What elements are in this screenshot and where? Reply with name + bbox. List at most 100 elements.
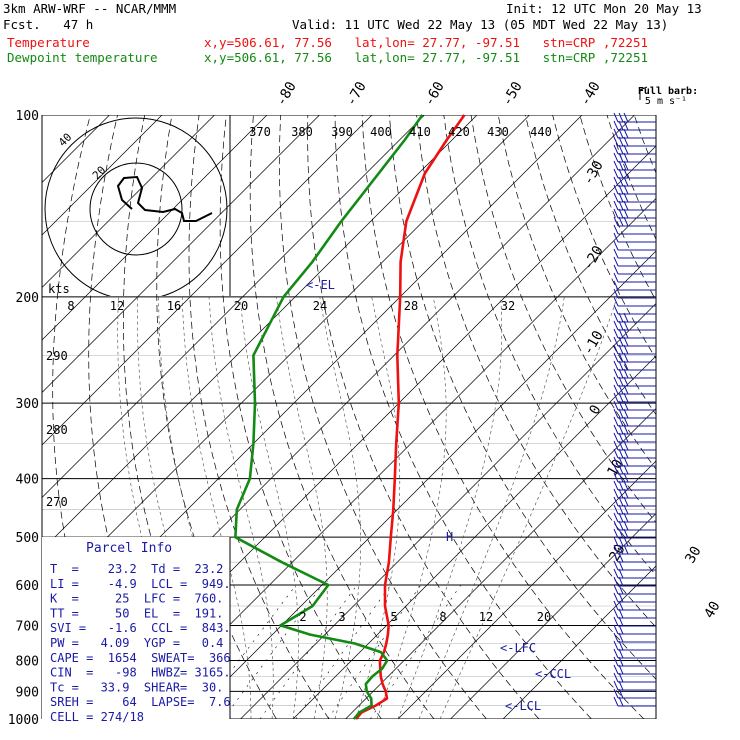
theta-label: 410 bbox=[409, 125, 431, 139]
parcel-info-row: PW = 4.09 YGP = 0.4 bbox=[50, 636, 223, 650]
wind-barb-flag bbox=[613, 160, 619, 171]
isotherm-line bbox=[42, 115, 268, 341]
wind-barb-flag bbox=[613, 592, 619, 603]
wind-barb-flag bbox=[613, 128, 619, 139]
wind-barb-flag bbox=[623, 424, 629, 435]
wind-barb-flag bbox=[613, 536, 619, 547]
moist-adiabat-line bbox=[319, 296, 361, 719]
hodograph-trace bbox=[116, 175, 213, 222]
isotherm-line bbox=[42, 115, 478, 551]
wind-barbs: Full barb:5 m s⁻¹ bbox=[613, 86, 698, 707]
parcel-info-row: CAPE = 1654 SWEAT= 366 bbox=[50, 651, 231, 665]
isotherm-label: -20 bbox=[580, 243, 607, 273]
wind-barb-flag bbox=[618, 208, 624, 219]
parcel-info-row: CIN = -98 HWBZ= 3165. bbox=[50, 666, 231, 680]
temperature-profile-line bbox=[355, 114, 466, 720]
isotherm-label: -10 bbox=[580, 328, 607, 358]
parcel-info-row: Tc = 33.9 SHEAR= 30. bbox=[50, 680, 223, 694]
wind-barb-flag bbox=[613, 464, 619, 475]
wind-barb-flag bbox=[618, 328, 624, 339]
isotherm-line bbox=[135, 198, 656, 719]
dry-adiabat-line bbox=[525, 115, 656, 416]
wind-barb-flag bbox=[613, 688, 619, 699]
parcel-info-row: TT = 50 EL = 191. bbox=[50, 606, 223, 620]
isotherm-line bbox=[397, 460, 656, 719]
isotherm-label: -70 bbox=[343, 79, 370, 109]
wind-barb-flag bbox=[613, 312, 619, 323]
wind-barb-flag bbox=[623, 320, 629, 331]
wind-barb-flag bbox=[623, 504, 629, 515]
isotherm-label: -30 bbox=[580, 158, 607, 188]
wind-barb-flag bbox=[623, 160, 629, 171]
wind-barb-flag bbox=[613, 432, 619, 443]
wind-barb-flag bbox=[623, 216, 629, 227]
wind-barb-flag bbox=[623, 488, 629, 499]
wind-barb-flag bbox=[613, 392, 619, 403]
wind-barb-flag bbox=[613, 400, 619, 411]
parcel-info-row: SVI = -1.6 CCL = 843. bbox=[50, 621, 231, 635]
wind-barb-flag bbox=[613, 672, 619, 683]
isotherm-line bbox=[42, 115, 215, 288]
wind-barb-flag bbox=[623, 128, 629, 139]
pressure-tick-label: 200 bbox=[16, 291, 39, 306]
wind-barb-flag bbox=[613, 344, 619, 355]
wind-barb-flag bbox=[613, 520, 619, 531]
moist-adiabat-line bbox=[355, 296, 401, 719]
dry-adiabat-line bbox=[497, 115, 656, 470]
wind-barb-flag bbox=[613, 472, 619, 483]
wind-barb-flag bbox=[613, 352, 619, 363]
wind-barb-flag bbox=[613, 216, 619, 227]
h-marker: H bbox=[446, 530, 453, 544]
wind-barb-flag bbox=[618, 376, 624, 387]
isotherm-line bbox=[502, 565, 656, 719]
wind-barb-flag bbox=[623, 432, 629, 443]
wind-barb-flag bbox=[618, 360, 624, 371]
dry-adiabat-line bbox=[633, 115, 656, 174]
wind-barb-flag bbox=[613, 616, 619, 627]
temperature-legend-info: x,y=506.61, 77.56 lat,lon= 27.77, -97.51… bbox=[204, 35, 649, 50]
isotherm-line bbox=[42, 115, 530, 603]
wind-barb-flag bbox=[623, 512, 629, 523]
hodograph-units: kts bbox=[48, 282, 70, 296]
init-time: Init: 12 UTC Mon 20 May 13 bbox=[506, 1, 702, 16]
header: 3km ARW-WRF -- NCAR/MMM Init: 12 UTC Mon… bbox=[0, 0, 740, 110]
wind-barb-flag bbox=[618, 136, 624, 147]
lcl-marker: <-LCL bbox=[505, 699, 541, 713]
wind-barb-flag bbox=[623, 440, 629, 451]
wind-barb-flag bbox=[613, 512, 619, 523]
wind-barb-flag bbox=[613, 632, 619, 643]
isotherm-line bbox=[42, 115, 320, 393]
wind-barb-flag bbox=[613, 280, 619, 291]
wind-barb-flag bbox=[613, 544, 619, 555]
wind-barb-flag bbox=[623, 360, 629, 371]
theta-label: 370 bbox=[249, 125, 271, 139]
dry-adiabat-line bbox=[249, 115, 435, 719]
wind-barb-flag bbox=[618, 600, 624, 611]
dewpoint-legend-label: Dewpoint temperature bbox=[7, 50, 158, 65]
dry-adiabat-line bbox=[389, 115, 656, 680]
hodograph-clip bbox=[44, 117, 228, 296]
temperature-legend-label: Temperature bbox=[7, 35, 90, 50]
dry-adiabat-line bbox=[606, 115, 656, 240]
wind-legend-title: Full barb: bbox=[638, 86, 698, 97]
wind-barb-flag bbox=[613, 328, 619, 339]
wind-barb-flag bbox=[618, 544, 624, 555]
valid-time: Valid: 11 UTC Wed 22 May 13 (05 MDT Wed … bbox=[292, 17, 669, 32]
wind-barb-flag bbox=[618, 616, 624, 627]
wind-barb-flag bbox=[613, 680, 619, 691]
hodograph-ring-inner bbox=[89, 162, 183, 256]
wind-barb-flag bbox=[618, 432, 624, 443]
wind-barb-flag bbox=[623, 400, 629, 411]
mixing-ratio-label: 2 bbox=[299, 610, 306, 624]
wind-barb-flag bbox=[618, 480, 624, 491]
wind-barb-flag bbox=[618, 144, 624, 155]
wind-barb-flag bbox=[618, 440, 624, 451]
hodograph-ring-outer bbox=[44, 117, 228, 296]
wind-barb-flag bbox=[618, 576, 624, 587]
wind-barb-flag bbox=[618, 344, 624, 355]
theta-side-label: 270 bbox=[46, 495, 68, 509]
mixing-ratio-line bbox=[259, 584, 358, 719]
wind-barb-flag bbox=[618, 416, 624, 427]
wind-barb-flag bbox=[613, 608, 619, 619]
